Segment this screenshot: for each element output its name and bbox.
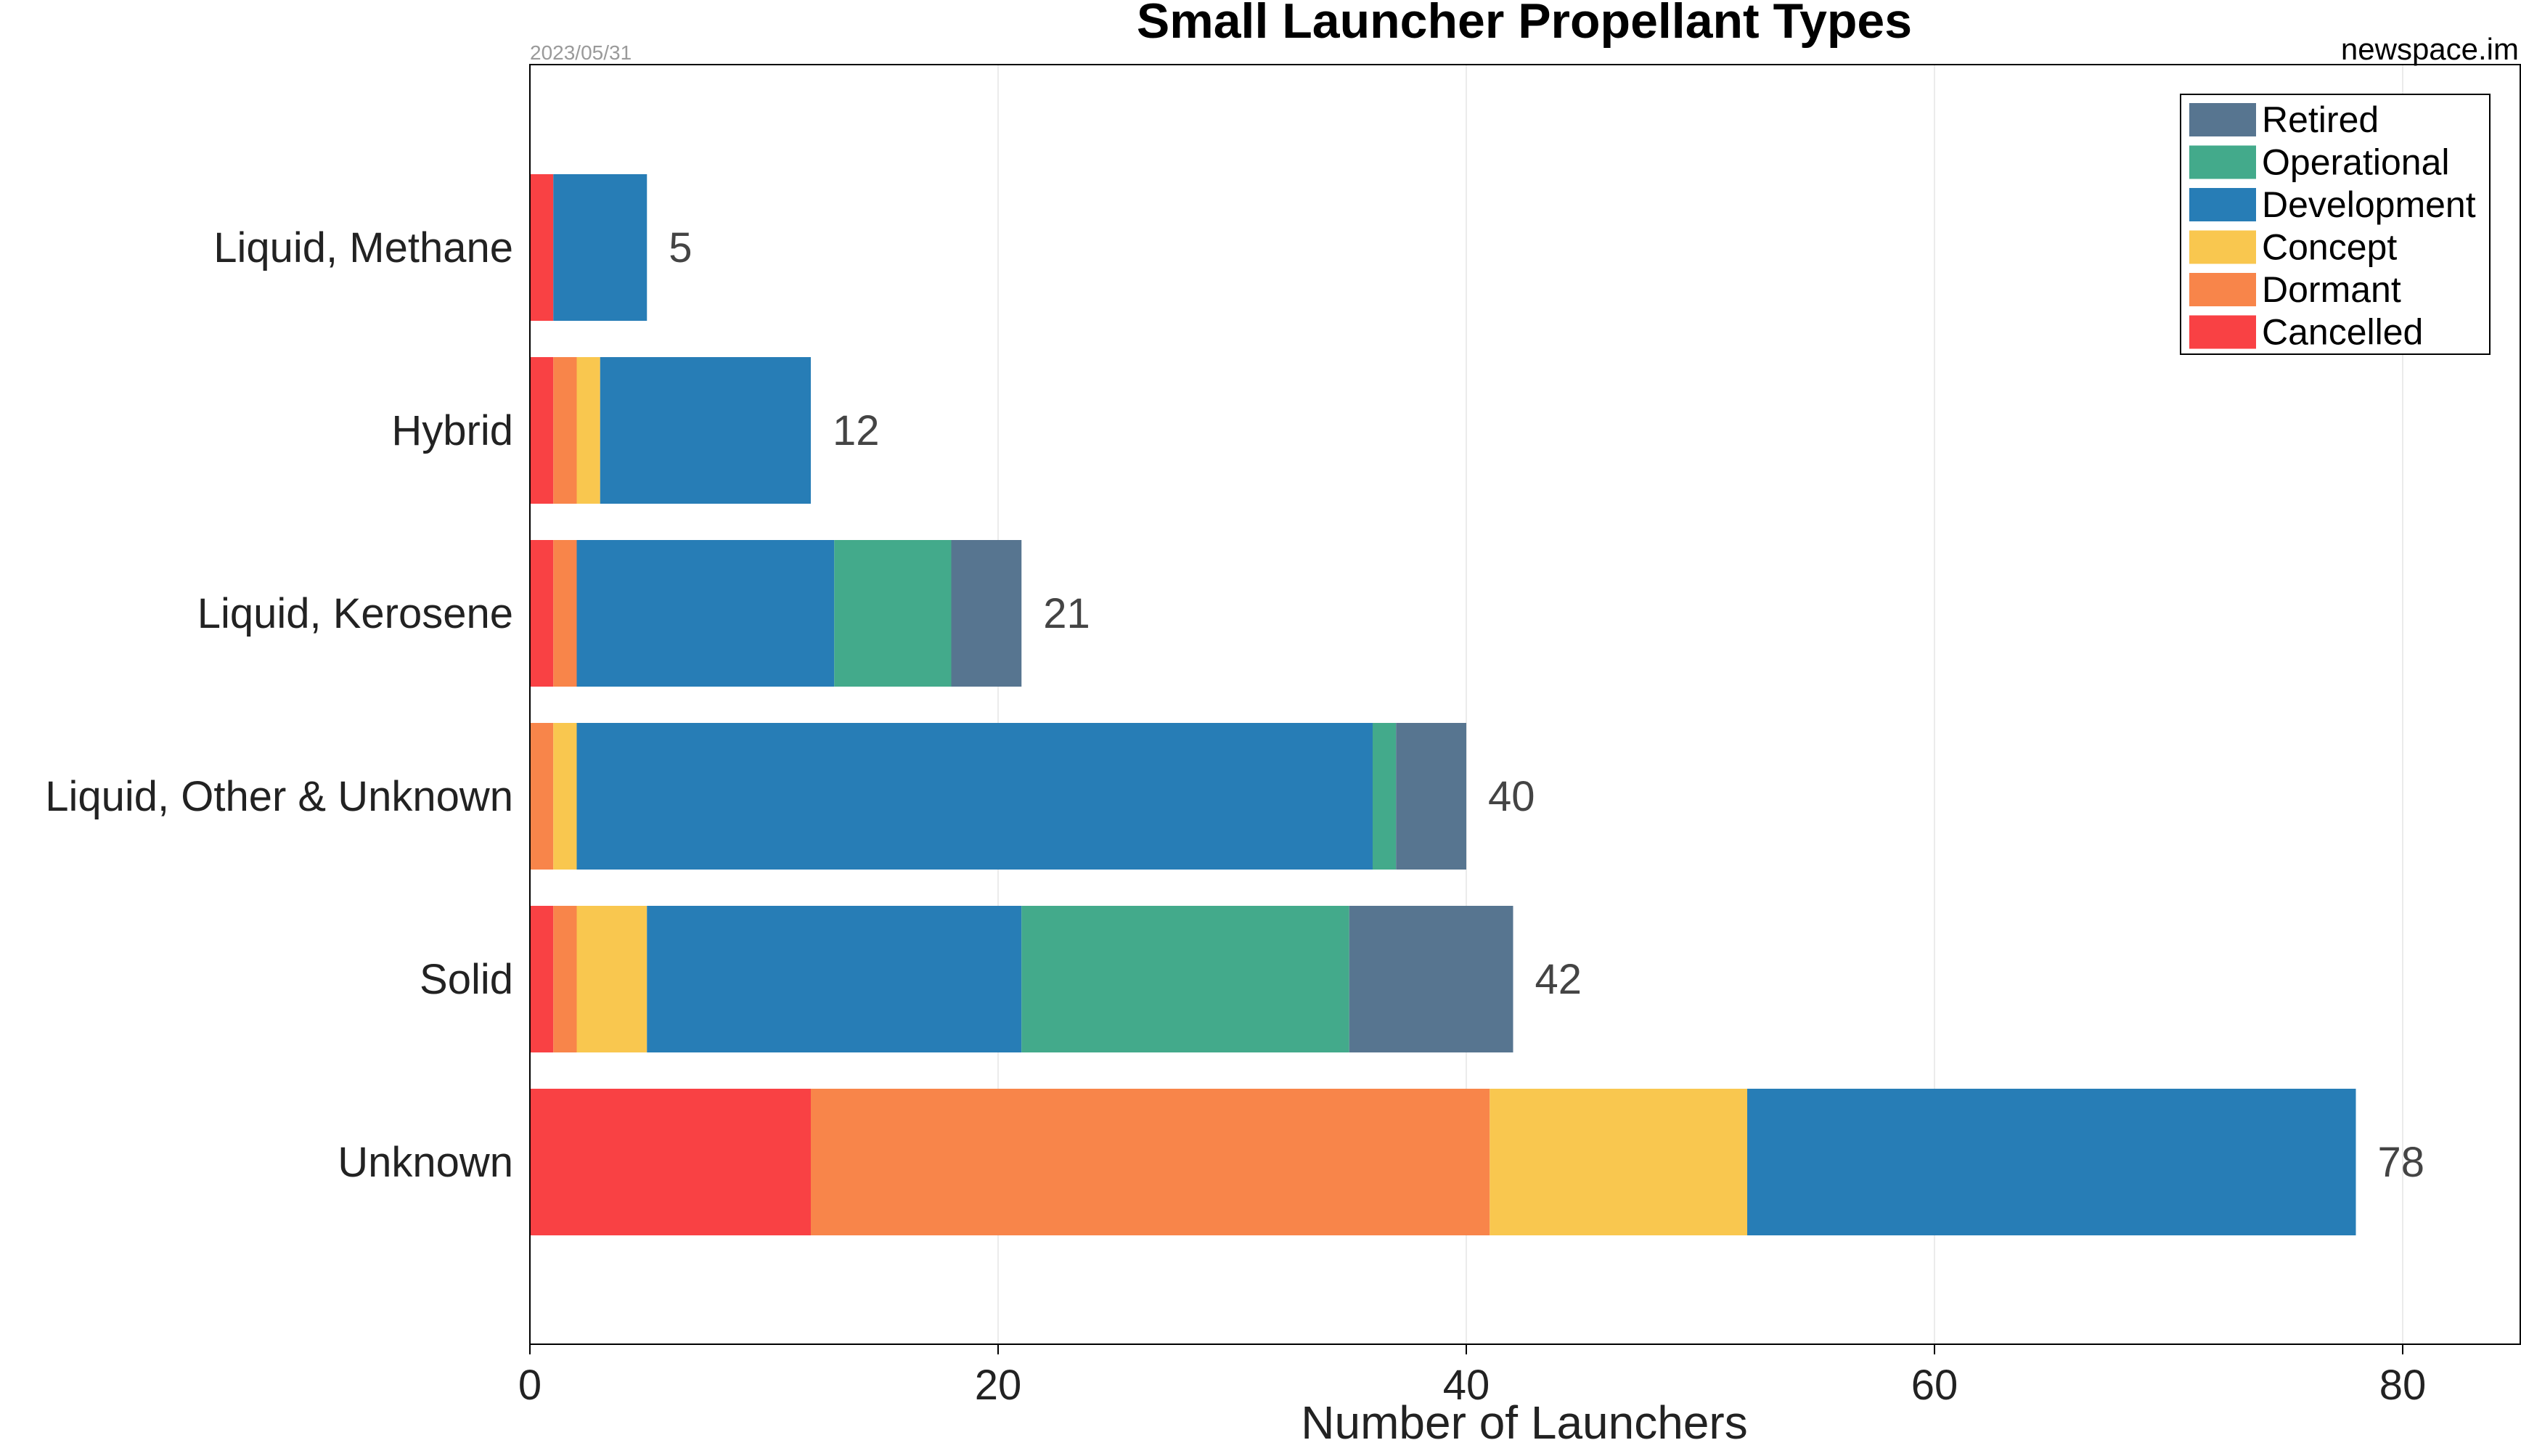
legend: RetiredOperationalDevelopmentConceptDorm… [2180,94,2491,355]
total-labels: 5 12 21 40 42 78 [669,224,2424,1186]
bar-liquid-methane-cancelled [530,174,554,321]
legend-label-operational: Operational [2262,142,2450,183]
bar-liquid-other-unknown-development [576,723,1373,870]
total-label-liquid-other-unknown: 40 [1488,773,1535,820]
legend-label-retired: Retired [2262,99,2379,140]
legend-swatch-development [2189,188,2256,221]
bar-liquid-other-unknown-concept [553,723,577,870]
total-label-solid: 42 [1535,956,1582,1003]
total-label-liquid-methane: 5 [669,224,692,271]
category-label: Liquid, Methane [213,224,513,271]
x-axis: 0 20 40 60 80 [518,1344,2426,1409]
x-tick-label: 0 [518,1362,542,1409]
bar-unknown-concept [1490,1089,1747,1235]
bar-liquid-kerosene-dormant [553,540,577,687]
legend-swatch-cancelled [2189,315,2256,349]
legend-swatch-dormant [2189,273,2256,306]
total-label-hybrid: 12 [833,407,880,454]
legend-label-concept: Concept [2262,227,2397,268]
category-label: Solid [420,956,513,1003]
category-label: Hybrid [391,407,513,454]
chart-date: 2023/05/31 [530,41,632,64]
bar-liquid-other-unknown-dormant [530,723,554,870]
bar-hybrid-dormant [553,357,577,504]
bar-liquid-other-unknown-operational [1373,723,1397,870]
category-label: Unknown [338,1139,513,1186]
bar-hybrid-development [600,357,811,504]
bar-solid-dormant [553,906,577,1052]
x-tick-label: 60 [1911,1362,1958,1409]
total-label-unknown: 78 [2378,1139,2425,1186]
bar-unknown-development [1747,1089,2356,1235]
bar-liquid-kerosene-cancelled [530,540,554,687]
bar-unknown-dormant [811,1089,1490,1235]
total-label-liquid-kerosene: 21 [1043,590,1090,637]
x-axis-label: Number of Launchers [1301,1396,1747,1449]
bar-liquid-other-unknown-retired [1396,723,1466,870]
bar-hybrid-concept [576,357,600,504]
category-labels: Liquid, Methane Hybrid Liquid, Kerosene Liq… [45,224,513,1186]
bar-solid-retired [1349,906,1513,1052]
plot-frame [529,64,2521,1345]
category-label: Liquid, Other & Unknown [45,773,513,820]
legend-swatch-retired [2189,103,2256,136]
bar-liquid-kerosene-operational [834,540,952,687]
x-tick-label: 20 [975,1362,1022,1409]
legend-label-cancelled: Cancelled [2262,312,2423,353]
bar-liquid-kerosene-retired [951,540,1022,687]
category-label: Liquid, Kerosene [197,590,513,637]
bar-solid-operational [1021,906,1349,1052]
chart-source: newspace.im [2341,32,2519,66]
bar-solid-concept [576,906,647,1052]
bar-solid-development [647,906,1022,1052]
x-tick-label: 40 [1443,1362,1490,1409]
x-tick-label: 80 [2379,1362,2427,1409]
bar-liquid-kerosene-development [576,540,835,687]
bar-hybrid-cancelled [530,357,554,504]
bar-unknown-cancelled [530,1089,811,1235]
legend-box [2180,94,2491,355]
legend-swatch-operational [2189,145,2256,179]
legend-swatch-concept [2189,230,2256,264]
legend-label-development: Development [2262,184,2476,225]
bar-solid-cancelled [530,906,554,1052]
bar-liquid-methane-development [553,174,647,321]
bars [530,174,2356,1235]
chart-title: Small Launcher Propellant Types [1137,0,1912,49]
legend-label-dormant: Dormant [2262,269,2401,310]
